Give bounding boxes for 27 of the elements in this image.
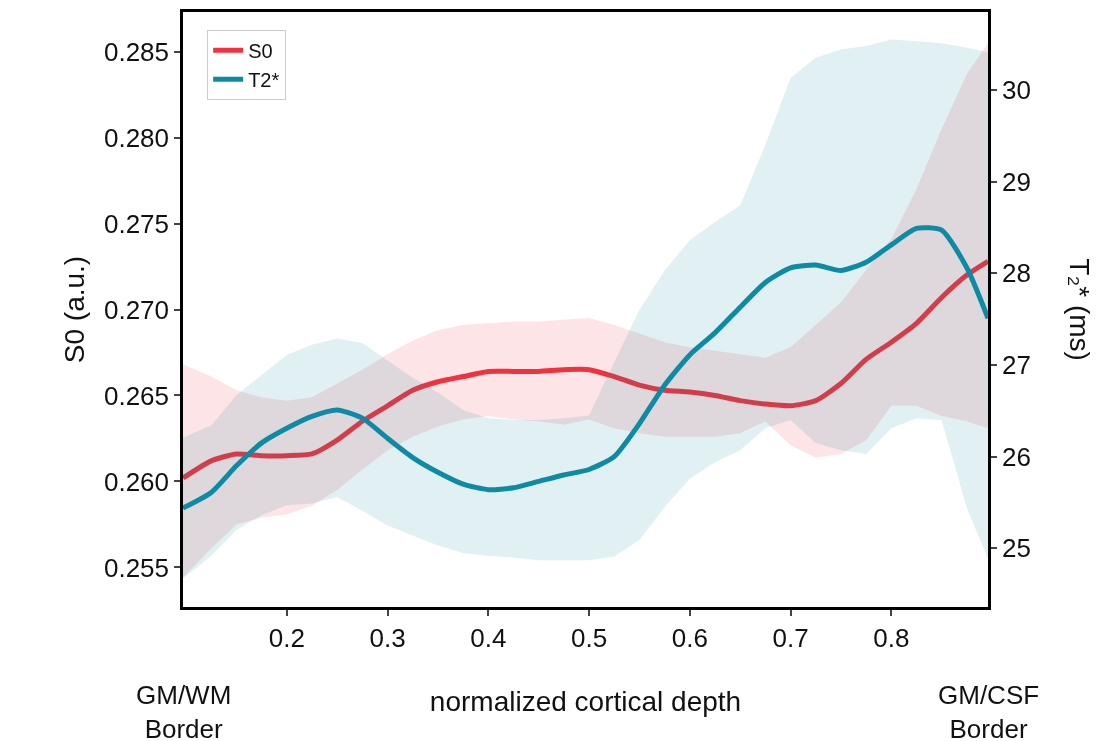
y-tick-label: 0.260	[103, 466, 170, 497]
y-tick-label: 0.270	[103, 294, 170, 325]
legend-label: T2*	[248, 69, 280, 92]
text: GM/CSF Border	[938, 680, 1040, 741]
x-tick-label: 0.3	[369, 622, 406, 653]
y-tick-label: 0.265	[103, 380, 170, 411]
y-tick-label: 0.280	[103, 122, 170, 153]
x-tick-label: 0.2	[268, 622, 305, 653]
y2-tick-label: 29	[1001, 166, 1031, 197]
y2-tick-label: 25	[1001, 533, 1031, 564]
x-tick-label: 0.6	[671, 622, 708, 653]
y2-tick-label: 26	[1001, 441, 1031, 472]
y-tick-label: 0.275	[103, 208, 170, 239]
x-axis-title: normalized cortical depth	[429, 686, 742, 718]
x-tick-label: 0.8	[873, 622, 910, 653]
y-axis-title: S0 (a.u.)	[58, 255, 90, 364]
legend-label: S0	[248, 40, 273, 63]
y2-tick-label: 30	[1001, 75, 1031, 106]
y-tick-label: 0.285	[103, 36, 170, 67]
x-tick-label: 0.4	[470, 622, 507, 653]
x-tick-label: 0.5	[570, 622, 608, 653]
y2-axis-title: T₂* (ms)	[1063, 258, 1095, 361]
y-tick-label: 0.255	[103, 552, 170, 583]
x-tick-label: 0.7	[772, 622, 809, 653]
y2-tick-label: 27	[1001, 350, 1031, 381]
text: GM/WM Border	[136, 680, 232, 741]
y2-tick-label: 28	[1001, 258, 1031, 289]
